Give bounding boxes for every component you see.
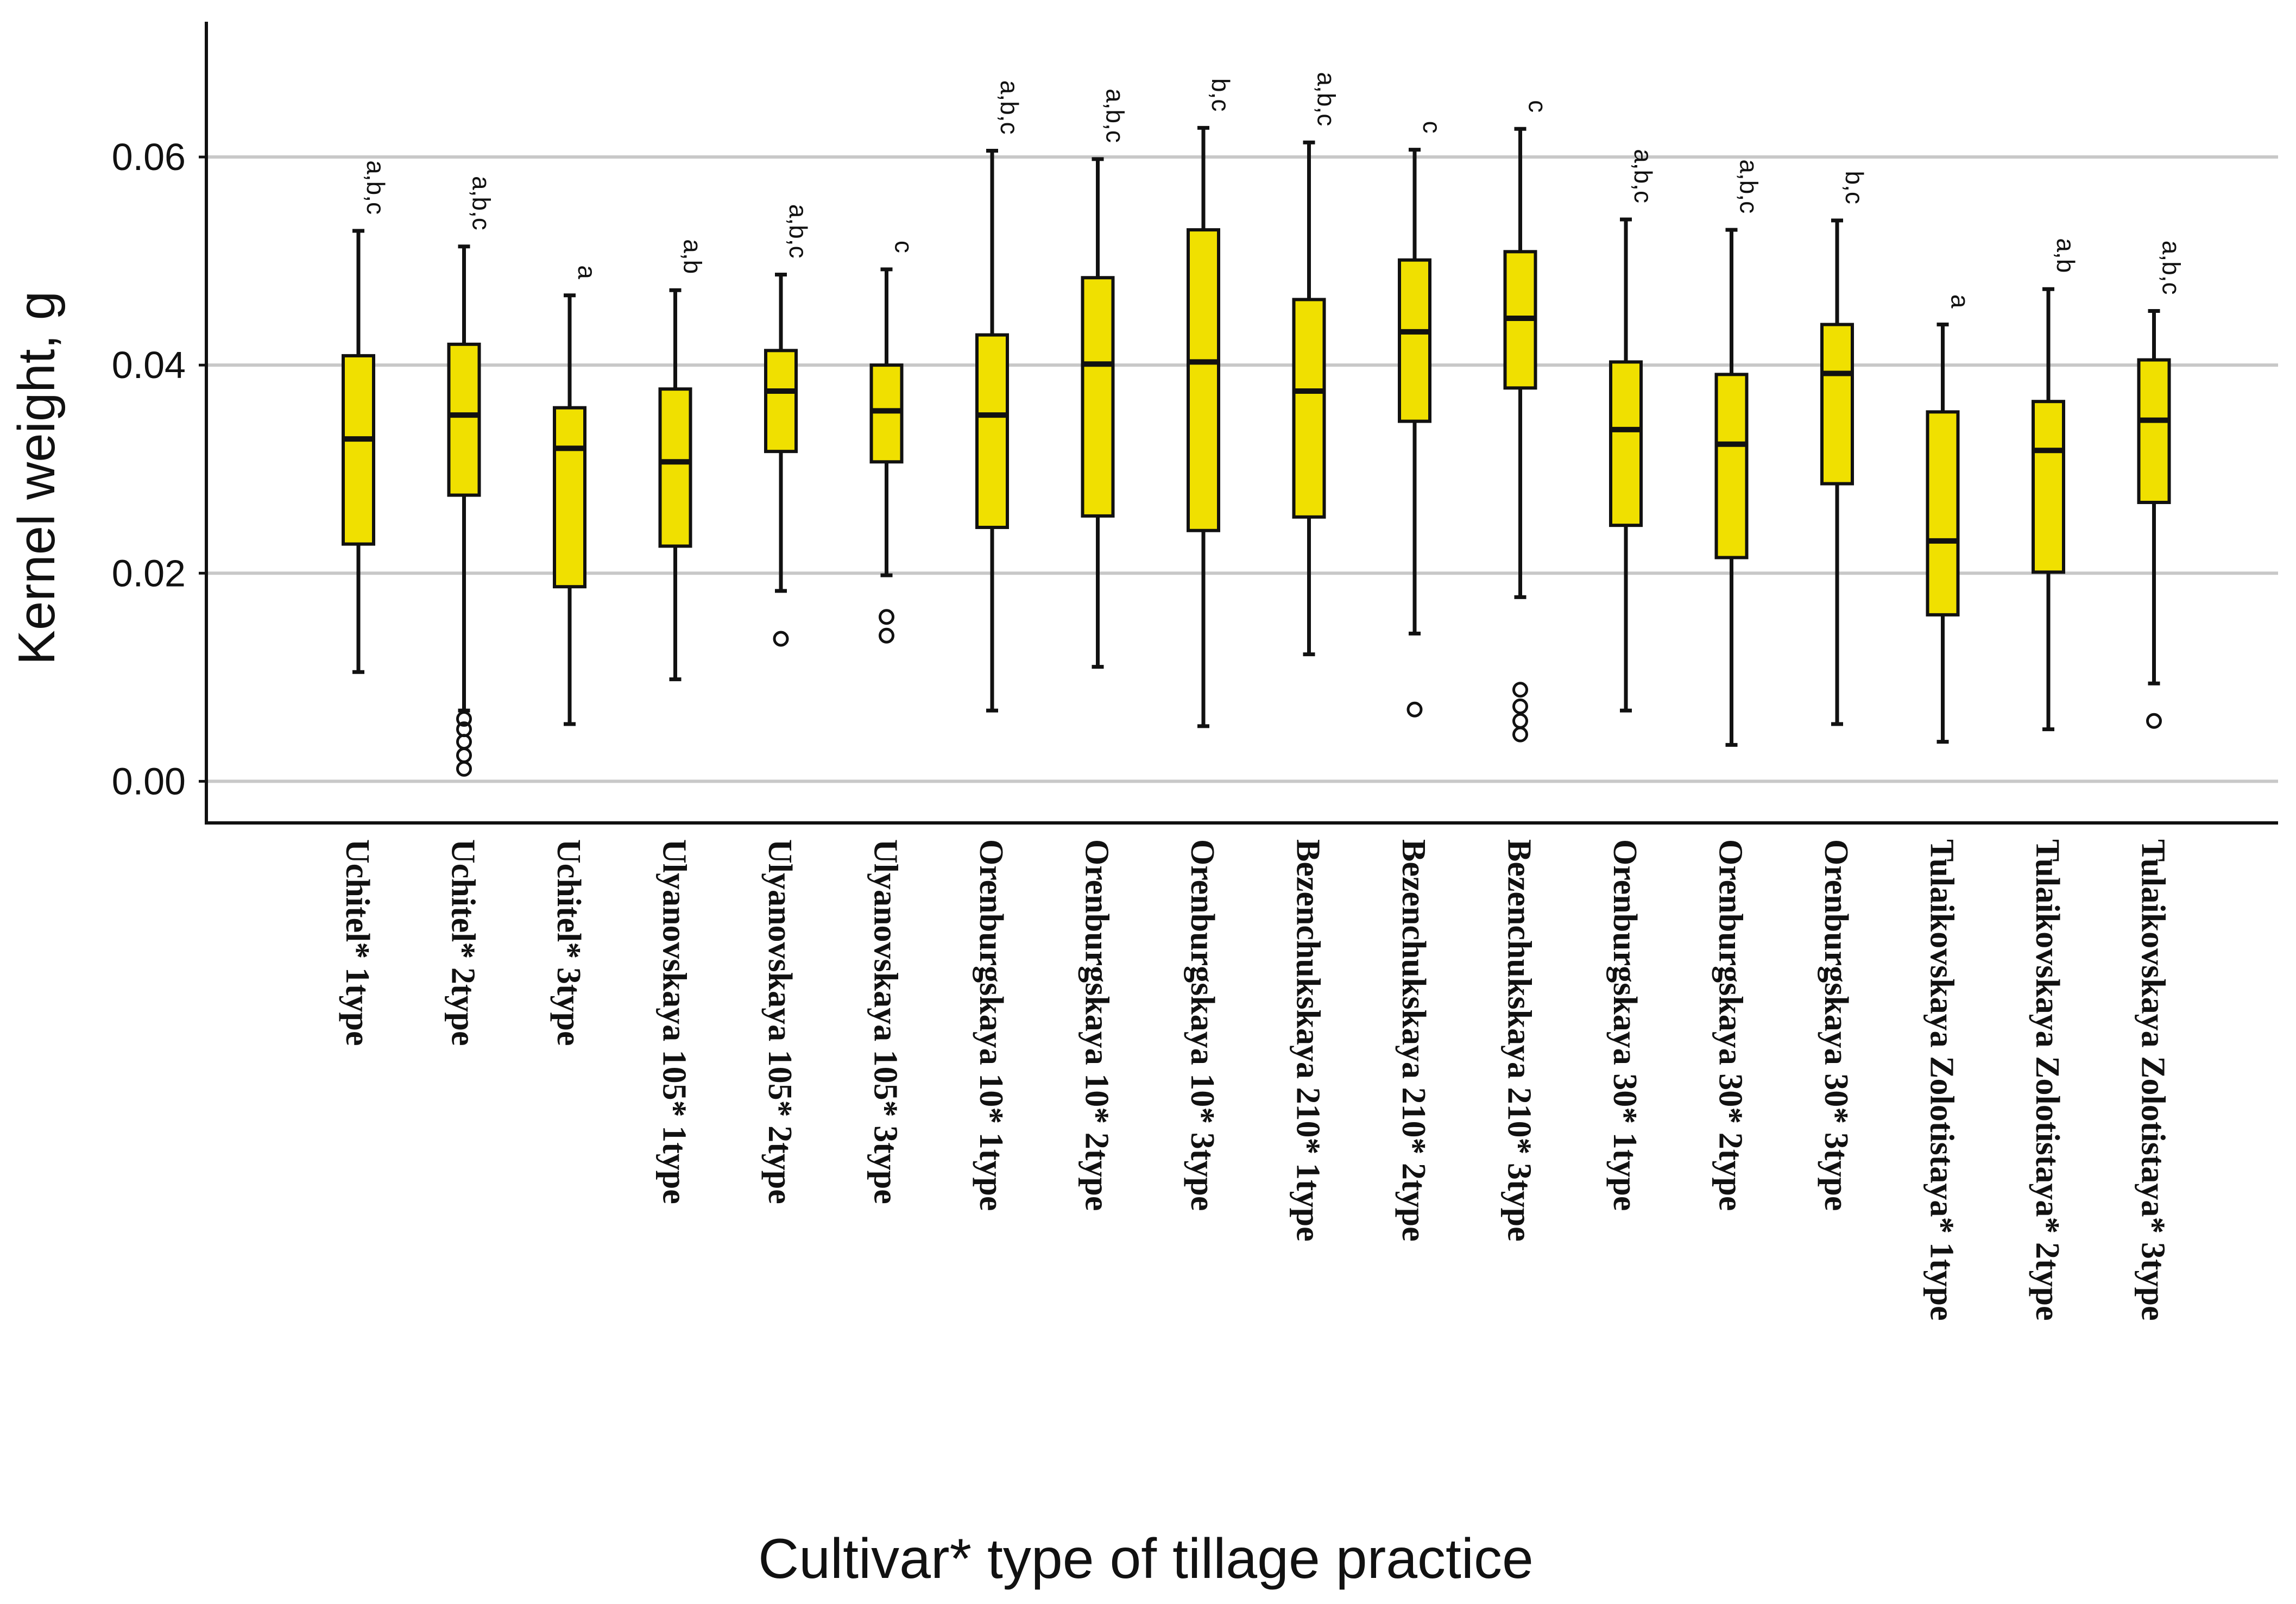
category-label: Orenburgskaya 30* 1type	[1606, 839, 1643, 1211]
category-label: Tulaikovskaya Zolotistaya* 3type	[2135, 839, 2172, 1321]
box-6: c	[869, 241, 918, 644]
x-axis-category-labels: Uchitel* 1type Uchitel* 2type Uchitel* 3ty…	[339, 839, 2172, 1321]
iqr-box	[1714, 373, 1749, 559]
significance-letters: c	[1524, 100, 1552, 112]
significance-letters: a,b	[2052, 238, 2080, 273]
significance-letters: a,b,c	[468, 176, 496, 230]
iqr-box	[1081, 276, 1115, 518]
outlier-point	[1406, 701, 1423, 718]
outlier-point	[456, 734, 472, 750]
outlier-point	[2146, 713, 2162, 729]
category-label: Orenburgskaya 10* 1type	[973, 839, 1010, 1211]
significance-letters: c	[890, 241, 918, 253]
outlier-point	[879, 609, 894, 625]
outlier-point	[456, 710, 472, 727]
iqr-box	[1187, 228, 1220, 532]
significance-letters: a,b,c	[362, 160, 390, 215]
iqr-box	[1292, 298, 1326, 519]
box-series: a,b,c a,b,c a a,b a,b,c c a,b,c a,b,c b,c a,b,c c c…	[342, 72, 2186, 777]
iqr-box	[1609, 360, 1643, 527]
box-2: a,b,c	[447, 176, 496, 777]
iqr-box	[342, 354, 375, 546]
iqr-box	[447, 342, 481, 497]
category-label: Tulaikovskaya Zolotistaya* 2type	[2029, 839, 2066, 1321]
gridlines	[206, 155, 2278, 783]
category-label: Tulaikovskaya Zolotistaya* 1type	[1923, 839, 1960, 1321]
iqr-box	[975, 333, 1009, 529]
category-label: Orenburgskaya 10* 3type	[1184, 839, 1221, 1211]
significance-letters: a,b,c	[784, 204, 812, 259]
significance-letters: a	[573, 265, 601, 279]
significance-letters: c	[1418, 121, 1446, 134]
box-16: a	[1926, 294, 1975, 744]
iqr-box	[1398, 258, 1431, 423]
x-axis-title: Cultivar* type of tillage practice	[758, 1527, 1534, 1590]
axes	[205, 22, 2278, 825]
significance-letters: b,c	[1840, 171, 1869, 204]
box-18: a,b,c	[2137, 241, 2186, 729]
y-tick-label: 0.00	[112, 760, 186, 802]
outlier-point	[456, 760, 472, 777]
category-label: Orenburgskaya 30* 3type	[1818, 839, 1855, 1211]
box-14: a,b,c	[1714, 159, 1763, 747]
iqr-box	[658, 387, 692, 548]
box-10: a,b,c	[1292, 72, 1341, 657]
iqr-box	[764, 349, 798, 454]
outlier-point	[773, 631, 789, 647]
category-label: Uchitel* 3type	[550, 839, 587, 1046]
iqr-box	[1820, 323, 1854, 486]
y-axis-title: Kernel weight, g	[8, 291, 66, 665]
significance-letters: a,b,c	[1629, 149, 1657, 203]
significance-letters: b,c	[1207, 78, 1235, 111]
iqr-box	[1926, 410, 1960, 617]
outlier-point	[456, 747, 472, 763]
significance-letters: a,b,c	[2158, 241, 2186, 295]
box-3: a	[553, 265, 601, 726]
iqr-box	[2032, 400, 2065, 574]
significance-letters: a	[1946, 294, 1975, 309]
y-axis-ticks: 0.00 0.02 0.04 0.06	[112, 136, 206, 802]
outlier-point	[1512, 698, 1528, 714]
box-1: a,b,c	[342, 160, 390, 674]
significance-letters: a,b,c	[1735, 159, 1763, 213]
outlier-point	[1512, 682, 1528, 698]
significance-letters: a,b,c	[1101, 89, 1130, 143]
significance-letters: a,b,c	[995, 80, 1024, 135]
box-4: a,b	[658, 239, 707, 682]
category-label: Orenburgskaya 10* 2type	[1078, 839, 1115, 1211]
category-label: Orenburgskaya 30* 2type	[1712, 839, 1749, 1211]
box-9: b,c	[1187, 78, 1235, 728]
category-label: Bezenchukskaya 210* 3type	[1501, 839, 1538, 1242]
significance-letters: a,b	[679, 239, 707, 274]
outlier-point	[1512, 713, 1528, 729]
outlier-point	[879, 627, 894, 644]
box-11: c	[1398, 121, 1446, 718]
category-label: Ulyanovskaya 105* 3type	[867, 839, 904, 1204]
outlier-point	[1512, 726, 1528, 743]
box-15: b,c	[1820, 171, 1869, 726]
box-12: c	[1503, 100, 1552, 743]
y-tick-label: 0.04	[112, 344, 186, 386]
box-5: a,b,c	[764, 204, 812, 647]
significance-letters: a,b,c	[1313, 72, 1341, 126]
y-tick-label: 0.02	[112, 552, 186, 594]
box-13: a,b,c	[1609, 149, 1657, 713]
y-tick-label: 0.06	[112, 136, 186, 178]
category-label: Uchitel* 2type	[445, 839, 482, 1046]
category-label: Ulyanovskaya 105* 2type	[761, 839, 798, 1204]
category-label: Ulyanovskaya 105* 1type	[656, 839, 693, 1204]
box-17: a,b	[2032, 238, 2080, 732]
category-label: Bezenchukskaya 210* 1type	[1290, 839, 1327, 1242]
category-label: Bezenchukskaya 210* 2type	[1395, 839, 1432, 1242]
iqr-box	[553, 406, 586, 589]
box-7: a,b,c	[975, 80, 1024, 713]
box-8: a,b,c	[1081, 89, 1130, 669]
iqr-box	[2137, 358, 2171, 504]
category-label: Uchitel* 1type	[339, 839, 376, 1046]
